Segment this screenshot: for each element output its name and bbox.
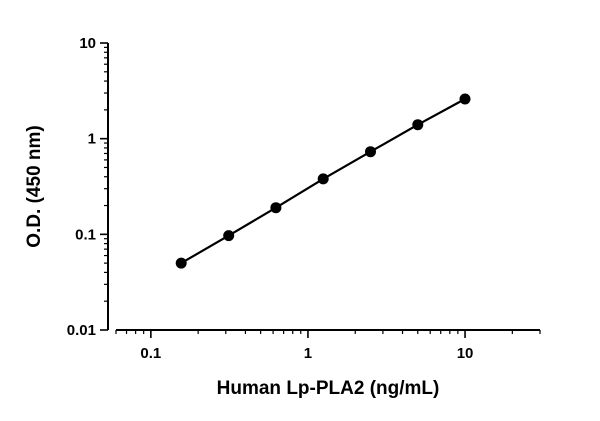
- x-axis-title: Human Lp-PLA2 (ng/mL): [217, 378, 440, 399]
- y-tick-label: 10: [79, 35, 96, 52]
- x-tick-label: 10: [457, 345, 474, 362]
- y-tick-label: 0.1: [75, 226, 96, 243]
- x-tick-label: 1: [304, 345, 312, 362]
- x-axis: 0.1 1 10: [115, 329, 541, 362]
- data-point: [223, 230, 235, 242]
- y-axis: 0.01 0.1 1 10: [67, 35, 109, 339]
- plot-area: [175, 93, 471, 269]
- data-point: [412, 119, 424, 131]
- data-point: [175, 257, 187, 269]
- y-axis-title: O.D. (450 nm): [24, 125, 45, 247]
- y-tick-label: 0.01: [67, 322, 96, 339]
- data-point: [459, 93, 471, 105]
- y-tick-label: 1: [88, 131, 96, 148]
- data-point: [365, 146, 376, 158]
- data-point: [270, 202, 282, 214]
- data-point: [317, 173, 329, 185]
- x-tick-label: 0.1: [140, 345, 161, 362]
